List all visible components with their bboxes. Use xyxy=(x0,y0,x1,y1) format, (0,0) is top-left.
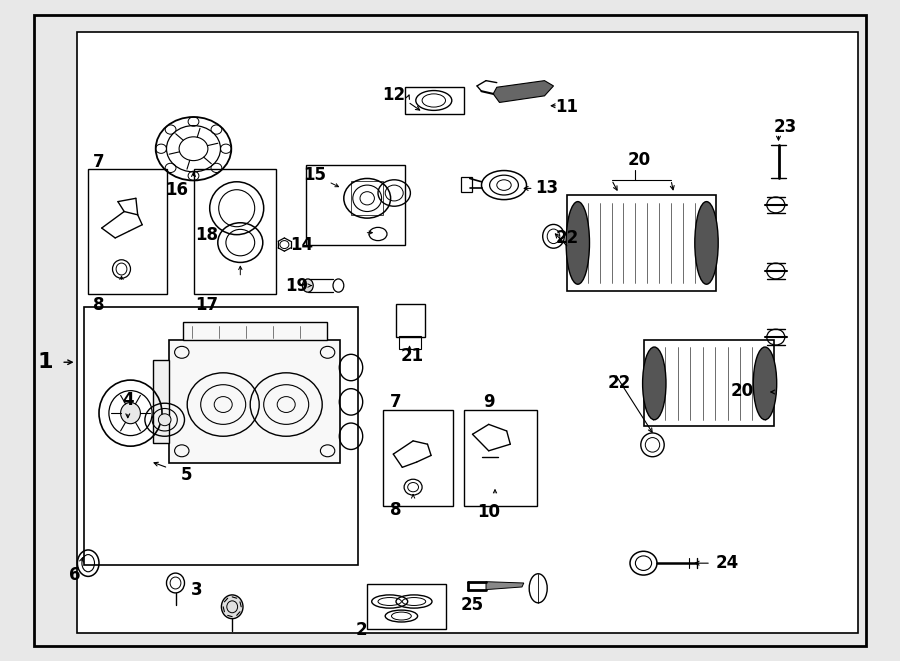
Text: 4: 4 xyxy=(122,391,133,409)
Text: 20: 20 xyxy=(627,151,651,169)
Text: 8: 8 xyxy=(391,501,401,520)
Bar xyxy=(367,584,446,629)
Ellipse shape xyxy=(643,347,666,420)
Bar xyxy=(644,340,774,426)
Text: 7: 7 xyxy=(391,393,401,411)
Polygon shape xyxy=(486,582,524,590)
Text: 22: 22 xyxy=(555,229,579,247)
Text: 12: 12 xyxy=(382,86,406,104)
Bar xyxy=(464,410,537,506)
Ellipse shape xyxy=(158,414,171,426)
Text: 10: 10 xyxy=(477,503,500,522)
Text: 22: 22 xyxy=(608,374,631,393)
Bar xyxy=(194,169,276,294)
Ellipse shape xyxy=(753,347,777,420)
Text: 24: 24 xyxy=(716,554,739,572)
Polygon shape xyxy=(493,81,554,102)
Bar xyxy=(351,181,383,215)
Text: 6: 6 xyxy=(69,566,80,584)
Text: 1: 1 xyxy=(37,352,53,372)
Ellipse shape xyxy=(221,595,243,619)
Ellipse shape xyxy=(566,202,590,284)
Text: 17: 17 xyxy=(195,296,219,315)
Text: 9: 9 xyxy=(483,393,494,411)
Bar xyxy=(461,177,472,192)
Text: 25: 25 xyxy=(461,596,484,614)
Bar xyxy=(153,360,169,443)
Text: 19: 19 xyxy=(285,276,309,295)
Ellipse shape xyxy=(695,202,718,284)
Text: 8: 8 xyxy=(94,296,104,315)
Bar xyxy=(382,410,453,506)
Bar xyxy=(169,340,340,463)
Text: 11: 11 xyxy=(555,98,579,116)
Bar xyxy=(405,87,464,114)
Bar xyxy=(183,322,327,340)
Bar xyxy=(306,165,405,245)
Bar xyxy=(399,336,421,349)
Bar xyxy=(567,195,716,291)
Text: 7: 7 xyxy=(94,153,104,171)
Bar xyxy=(396,304,425,337)
Bar xyxy=(84,307,358,565)
Ellipse shape xyxy=(121,403,140,424)
Bar xyxy=(88,169,166,294)
Text: 18: 18 xyxy=(195,225,219,244)
Text: 14: 14 xyxy=(290,235,313,254)
Text: 13: 13 xyxy=(536,179,559,198)
Text: 20: 20 xyxy=(731,382,754,401)
Ellipse shape xyxy=(302,279,313,292)
Text: 21: 21 xyxy=(400,346,424,365)
Text: 16: 16 xyxy=(165,181,188,200)
Text: 15: 15 xyxy=(303,166,327,184)
Bar xyxy=(76,32,858,633)
Text: 5: 5 xyxy=(181,465,192,484)
Text: 2: 2 xyxy=(356,621,367,639)
Text: 23: 23 xyxy=(773,118,796,136)
Text: 3: 3 xyxy=(191,580,202,599)
